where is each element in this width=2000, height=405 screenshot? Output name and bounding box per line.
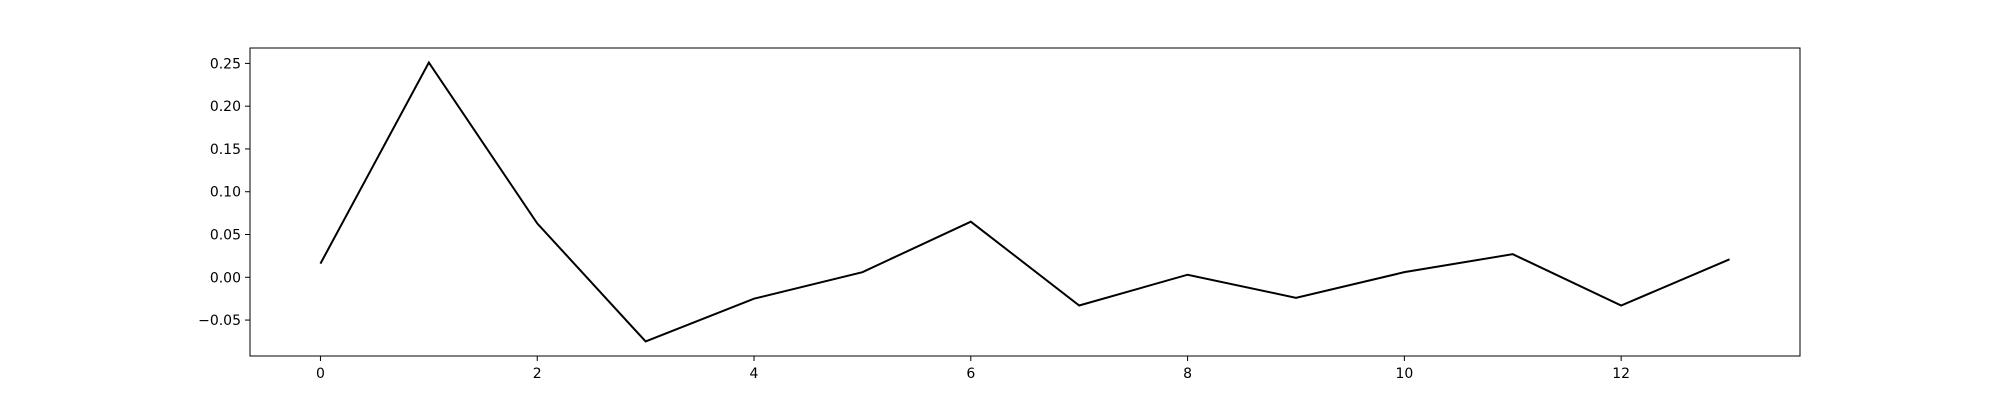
y-tick-label: 0.25 <box>210 56 241 72</box>
plot-area-frame <box>249 47 1801 357</box>
x-tick-label: 8 <box>1183 366 1192 382</box>
y-tick-label: 0.10 <box>210 185 241 201</box>
series-line <box>319 60 1730 343</box>
x-tick-label: 0 <box>316 366 325 382</box>
x-tick-label: 12 <box>1612 366 1630 382</box>
x-tick-label: 6 <box>966 366 975 382</box>
y-tick-label: 0.15 <box>210 142 241 158</box>
y-axis: −0.05 0.00 0.05 0.10 0.15 0.20 0.25 <box>198 56 250 329</box>
y-tick-label: 0.00 <box>210 270 241 286</box>
y-tick-label: −0.05 <box>198 313 241 329</box>
x-tick-label: 4 <box>750 366 759 382</box>
x-tick-label: 2 <box>533 366 542 382</box>
y-tick-label: 0.05 <box>210 228 241 244</box>
y-tick-label: 0.20 <box>210 99 241 115</box>
x-tick-label: 10 <box>1395 366 1413 382</box>
series-layer <box>319 60 1730 343</box>
x-axis: 0 2 4 6 8 10 12 <box>316 356 1630 382</box>
